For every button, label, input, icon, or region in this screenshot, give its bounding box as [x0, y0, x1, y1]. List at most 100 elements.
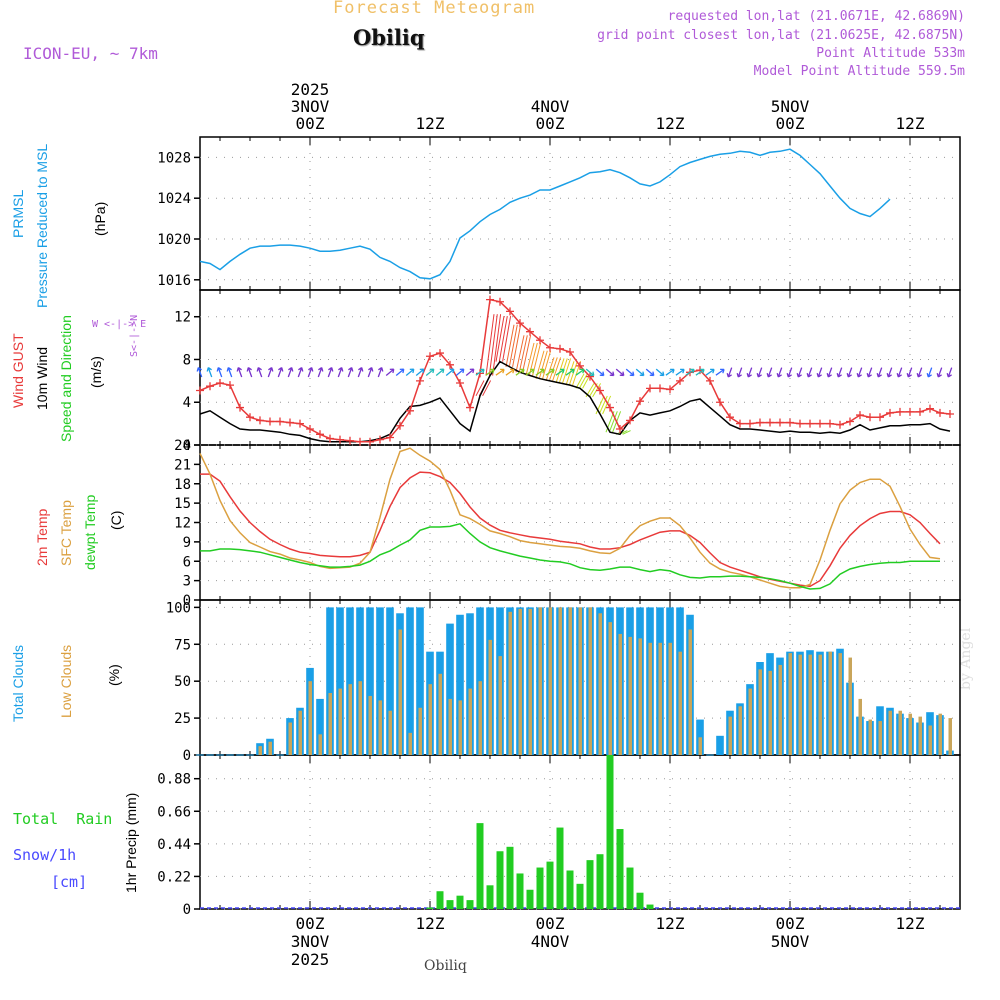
- wind-direction-arrow: [926, 367, 933, 378]
- ytick-label-pressure: 1020: [157, 232, 191, 248]
- wind-direction-arrow: [796, 367, 803, 378]
- low-cloud-bar: [868, 719, 872, 755]
- wind-direction-arrow: [347, 367, 354, 378]
- ytick-label-temperature: 0: [183, 593, 191, 609]
- gust-marker: [626, 416, 634, 425]
- wind-hatch: [515, 335, 525, 373]
- ytick-label-wind: 0: [183, 438, 191, 454]
- gust-marker: [226, 381, 234, 390]
- wind-direction-arrow: [415, 368, 425, 376]
- wind-direction-arrow: [585, 368, 595, 377]
- gust-marker: [386, 433, 394, 442]
- wind-direction-arrow: [357, 367, 364, 378]
- wind-hatch: [575, 373, 585, 389]
- wind-hatch: [528, 342, 538, 376]
- wind-unit: (m/s): [88, 356, 104, 388]
- total-cloud-bar: [466, 613, 474, 755]
- low-cloud-bar: [728, 716, 732, 755]
- total-clouds-label: Total Clouds: [10, 644, 26, 722]
- gust-marker: [926, 404, 934, 413]
- rain-bar: [626, 867, 634, 909]
- rain-bar: [486, 885, 494, 909]
- wind-direction-arrow: [445, 368, 455, 376]
- wind-direction-arrow: [665, 368, 675, 376]
- gust-marker: [756, 418, 764, 427]
- wind-direction-arrow: [277, 367, 284, 378]
- wind-direction-arrow: [886, 367, 893, 378]
- rain-bar: [446, 900, 454, 909]
- total-cloud-bar: [456, 614, 464, 755]
- gust-marker: [456, 379, 464, 387]
- low-cloud-bar: [448, 698, 452, 755]
- gust-marker: [866, 413, 874, 422]
- time-label-top: 12Z: [416, 114, 445, 133]
- total-cloud-bar: [316, 698, 324, 755]
- wind-hatch: [578, 373, 588, 389]
- gust-marker: [716, 398, 724, 407]
- gust-marker: [776, 418, 784, 427]
- wind-direction-arrow: [226, 367, 233, 378]
- wind-direction-arrow: [565, 368, 575, 376]
- gust-marker: [676, 376, 684, 385]
- gust-marker: [356, 437, 364, 446]
- low-cloud-bar: [508, 611, 512, 755]
- gust-marker: [856, 411, 864, 420]
- gust-marker: [246, 413, 254, 422]
- ytick-label-wind: 8: [183, 352, 191, 368]
- time-label-bottom: 3NOV: [291, 932, 330, 951]
- rain-bar: [516, 873, 524, 909]
- wind-hatch: [492, 314, 502, 376]
- rain-bar: [576, 883, 584, 909]
- gust-marker: [206, 382, 214, 391]
- wind-hatch: [555, 358, 565, 384]
- total-cloud-bar: [336, 607, 344, 755]
- wind-direction-arrow: [635, 368, 645, 377]
- low-cloud-bar: [698, 737, 702, 755]
- gust-marker: [576, 361, 584, 370]
- wind-hatch: [565, 361, 575, 386]
- product-title: Forecast Meteogram: [333, 0, 536, 18]
- dewpt-label: dewpt Temp: [82, 494, 98, 570]
- low-cloud-bar: [838, 653, 842, 755]
- time-label-bottom: 00Z: [776, 914, 805, 933]
- gust-marker: [896, 407, 904, 416]
- low-cloud-bar: [638, 638, 642, 755]
- pressure-label-2: Pressure Reduced to MSL: [34, 143, 50, 308]
- wind-direction-arrow: [726, 367, 733, 378]
- wind-direction-arrow: [206, 367, 213, 378]
- time-label-top: 5NOV: [771, 97, 810, 116]
- low-cloud-bar: [668, 642, 672, 755]
- time-label-bottom: 12Z: [896, 914, 925, 933]
- wind-direction-arrow: [367, 367, 374, 378]
- wind-direction-arrow: [405, 368, 415, 376]
- ytick-label-clouds: 0: [183, 748, 191, 764]
- ytick-label-temperature: 18: [174, 477, 191, 493]
- time-label-top: 00Z: [776, 114, 805, 133]
- ytick-label-clouds: 50: [174, 674, 191, 690]
- wind-direction-arrow: [465, 368, 475, 376]
- rain-bar: [466, 900, 474, 909]
- total-cloud-bar: [446, 623, 454, 755]
- compass-vertical: S<-|->N: [129, 314, 140, 357]
- wind-direction-arrow: [307, 367, 314, 378]
- wind-hatch: [502, 315, 512, 362]
- snow-label: Snow/1h: [13, 846, 77, 864]
- gust-marker: [316, 430, 324, 439]
- gust-marker: [656, 384, 664, 393]
- gust-marker: [906, 407, 914, 416]
- wind-hatch: [498, 315, 508, 362]
- wind-hatch: [488, 314, 498, 376]
- wind-direction-arrow: [545, 368, 555, 376]
- gust-marker: [326, 434, 334, 443]
- gust-marker: [566, 348, 574, 356]
- gust-label: Wind GUST: [10, 333, 26, 408]
- wind-direction-arrow: [766, 367, 773, 378]
- gust-marker: [766, 418, 774, 427]
- wind-direction-arrow: [196, 367, 203, 378]
- gust-marker: [516, 319, 524, 328]
- time-label-top: 2025: [291, 80, 330, 99]
- time-label-bottom: 5NOV: [771, 932, 810, 951]
- gust-marker: [536, 336, 544, 345]
- gust-marker: [806, 419, 814, 428]
